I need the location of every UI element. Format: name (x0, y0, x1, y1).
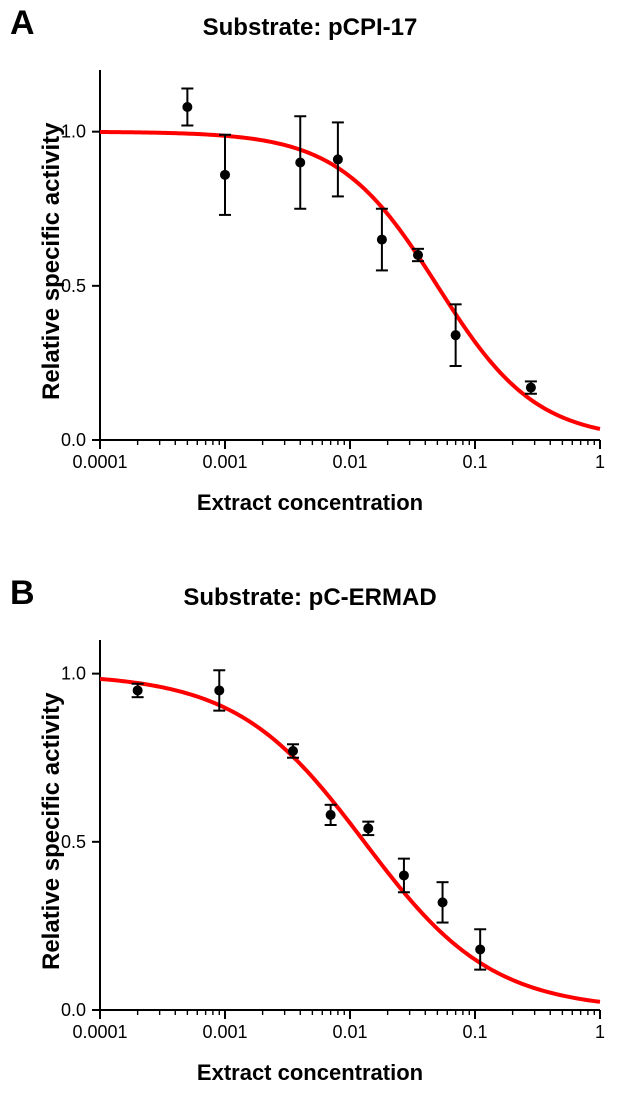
y-tick-label: 1.0 (61, 664, 86, 684)
data-point (182, 102, 192, 112)
panel-b: B Substrate: pC-ERMAD Relative specific … (0, 570, 620, 1110)
data-point (413, 250, 423, 260)
y-tick-label: 0.5 (61, 276, 86, 296)
fit-curve (100, 132, 600, 429)
x-axis-label-b: Extract concentration (30, 1060, 590, 1086)
chart-a: 0.0 0.5 1.0 0.0001 0.001 0.01 0.1 1 (0, 40, 620, 510)
panel-a: A Substrate: pCPI-17 Relative specific a… (0, 0, 620, 540)
x-tick-label: 0.01 (332, 1022, 367, 1042)
data-point (133, 685, 143, 695)
x-tick-label: 0.001 (202, 1022, 247, 1042)
y-tick-label: 0.0 (61, 1000, 86, 1020)
y-tick-label: 0.0 (61, 430, 86, 450)
chart-b: 0.0 0.5 1.0 0.0001 0.001 0.01 0.1 1 (0, 610, 620, 1080)
figure-page: { "panelA": { "label": "A", "title": "Su… (0, 0, 620, 1120)
fit-curve (100, 679, 600, 1002)
data-point (295, 158, 305, 168)
x-tick-label: 0.0001 (72, 452, 127, 472)
data-point (451, 330, 461, 340)
data-point (326, 810, 336, 820)
panel-title-a: Substrate: pCPI-17 (30, 14, 590, 42)
data-point (220, 170, 230, 180)
data-point (377, 235, 387, 245)
data-point (475, 944, 485, 954)
panel-title-b: Substrate: pC-ERMAD (30, 584, 590, 612)
data-point (438, 897, 448, 907)
data-point (333, 154, 343, 164)
data-point (526, 383, 536, 393)
x-axis-label-a: Extract concentration (30, 490, 590, 516)
x-tick-label: 0.001 (202, 452, 247, 472)
x-tick-label: 0.01 (332, 452, 367, 472)
x-tick-label: 1 (595, 452, 605, 472)
data-point (363, 823, 373, 833)
y-tick-label: 0.5 (61, 832, 86, 852)
data-point (288, 746, 298, 756)
x-tick-label: 0.1 (462, 1022, 487, 1042)
x-tick-label: 1 (595, 1022, 605, 1042)
data-point (214, 685, 224, 695)
y-tick-label: 1.0 (61, 122, 86, 142)
x-tick-label: 0.1 (462, 452, 487, 472)
x-tick-label: 0.0001 (72, 1022, 127, 1042)
data-point (399, 870, 409, 880)
